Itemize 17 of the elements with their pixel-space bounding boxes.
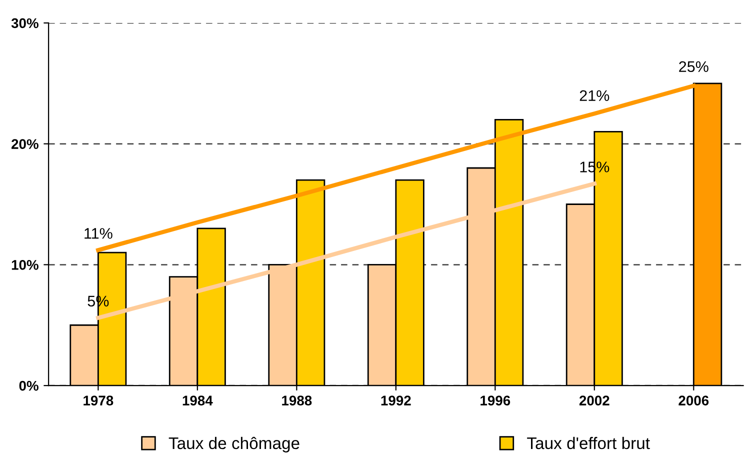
y-tick-label: 30% bbox=[11, 18, 38, 28]
y-tick-label: 0% bbox=[19, 380, 38, 391]
annotation: 21% bbox=[580, 90, 610, 101]
x-tick-label: 1984 bbox=[182, 396, 213, 406]
legend-label: Taux d'effort brut bbox=[527, 436, 650, 450]
y-tick-label: 20% bbox=[12, 139, 38, 149]
x-tick-label: 2006 bbox=[678, 396, 709, 406]
y-tick-label: 10% bbox=[12, 260, 38, 270]
annotation: 11% bbox=[84, 228, 112, 239]
x-tick-label: 1988 bbox=[282, 396, 312, 406]
legend-label: Taux de chômage bbox=[168, 436, 300, 452]
x-tick-label: 2002 bbox=[579, 396, 610, 406]
x-tick-label: 1978 bbox=[84, 396, 114, 406]
x-tick-label: 1996 bbox=[480, 396, 510, 406]
annotation: 25% bbox=[679, 61, 708, 72]
x-tick-label: 1992 bbox=[381, 396, 411, 406]
annotation: 5% bbox=[88, 296, 109, 307]
